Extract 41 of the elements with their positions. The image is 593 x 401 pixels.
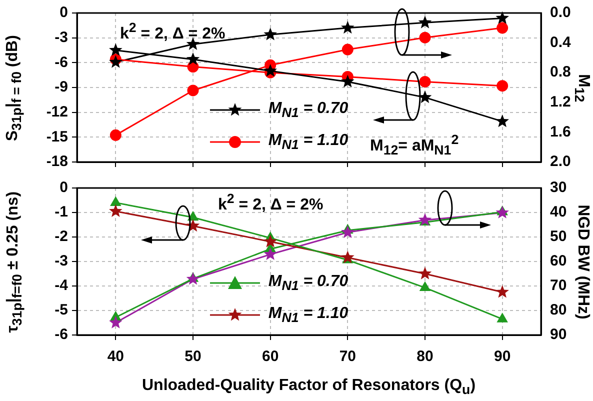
x-axis-title: Unloaded-Quality Factor of Resonators (Q$_{u}$) <box>142 377 476 398</box>
x-tick-label: 80 <box>416 348 434 366</box>
legend-label: M$_{N1}$ = 1.10 <box>268 132 348 152</box>
y2-tick-label: 2.0 <box>550 153 571 170</box>
y-tick-label: -3 <box>54 252 68 270</box>
y-tick-label: -18 <box>46 153 68 170</box>
y-tick-label: -6 <box>54 326 68 344</box>
annotation: k$^{2}$ = 2, Δ = 2% <box>120 20 226 44</box>
y2-tick-label: 0.4 <box>550 34 572 51</box>
legend-label: M$_{N1}$ = 1.10 <box>268 304 348 326</box>
y2-tick-label: 90 <box>550 326 567 344</box>
y2-tick-label: 50 <box>550 228 567 246</box>
y-tick-label: 0 <box>60 179 68 196</box>
y2-tick-label: 70 <box>550 277 567 294</box>
y-tick-label: -1 <box>54 204 68 221</box>
x-tick-label: 50 <box>184 348 202 366</box>
x-tick-label: 70 <box>339 348 356 366</box>
y-tick-label: -9 <box>54 78 68 96</box>
y2-tick-label: 1.6 <box>550 123 571 140</box>
y2-tick-label: 80 <box>550 302 567 319</box>
y2-tick-label: 40 <box>550 204 567 221</box>
x-tick-label: 90 <box>494 348 511 366</box>
y2-tick-label: 30 <box>550 179 567 196</box>
y2-tick-label: 60 <box>550 252 567 270</box>
y2-axis-title: NGD BW (MHz) <box>572 204 591 319</box>
y-tick-label: -4 <box>54 277 69 294</box>
y-tick-label: -6 <box>54 54 68 71</box>
x-tick-label: 60 <box>262 348 279 366</box>
y-tick-label: -15 <box>46 128 68 146</box>
x-tick-label: 40 <box>107 348 124 366</box>
annotation: k$^{2}$ = 2, Δ = 2% <box>218 191 324 214</box>
y-tick-label: 0 <box>60 4 68 22</box>
y-tick-label: -12 <box>46 103 68 120</box>
y2-tick-label: 0.8 <box>550 64 571 81</box>
legend-label: M$_{N1}$ = 0.70 <box>268 272 348 294</box>
y-tick-label: -2 <box>54 228 68 246</box>
y2-tick-label: 1.2 <box>550 94 571 111</box>
y2-tick-label: 0.0 <box>550 4 571 22</box>
legend-label: M$_{N1}$ = 0.70 <box>268 100 348 120</box>
y-tick-label: -3 <box>54 28 68 46</box>
y-tick-label: -5 <box>54 302 68 319</box>
